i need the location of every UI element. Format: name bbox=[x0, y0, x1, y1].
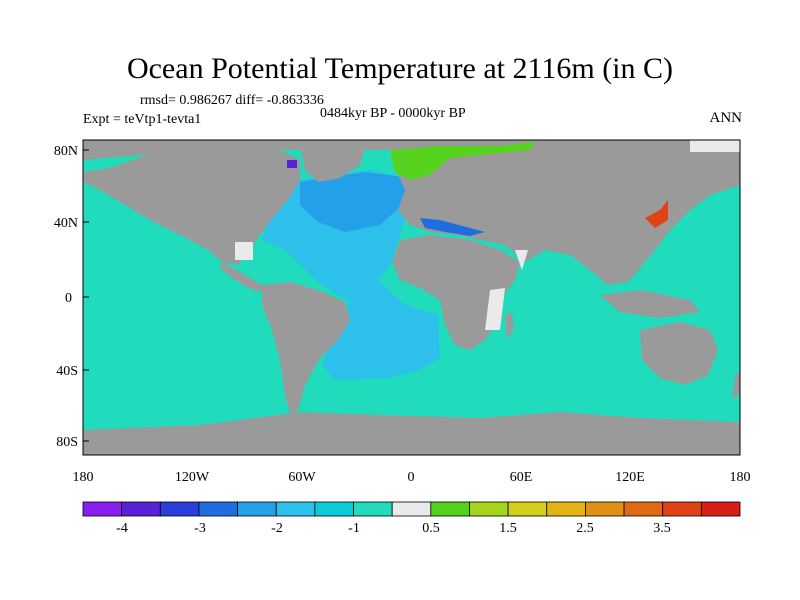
stats-text: rmsd= 0.986267 diff= -0.863336 bbox=[140, 93, 324, 108]
baffin-bay-cell bbox=[287, 160, 297, 168]
colorbar-swatch bbox=[391, 501, 432, 517]
period-text: 0484kyr BP - 0000kyr BP bbox=[320, 106, 466, 121]
land-south-america bbox=[262, 282, 350, 415]
colorbar bbox=[82, 501, 741, 517]
colorbar-swatch bbox=[469, 501, 509, 517]
colorbar-labels: -4 -3 -2 -1 0.5 1.5 2.5 3.5 bbox=[116, 521, 671, 536]
lat-label-80s: 80S bbox=[56, 435, 78, 450]
lon-label-120w: 120W bbox=[175, 470, 210, 485]
colorbar-label: 3.5 bbox=[653, 521, 671, 536]
land-australia bbox=[640, 322, 718, 385]
mediterranean bbox=[420, 218, 485, 236]
colorbar-swatch bbox=[237, 501, 277, 517]
lon-label-180e: 180 bbox=[730, 470, 751, 485]
land-maritime-asia bbox=[600, 290, 700, 318]
lon-label-120e: 120E bbox=[615, 470, 645, 485]
land-antarctica bbox=[83, 412, 740, 455]
colorbar-swatch bbox=[585, 501, 625, 517]
land-arctic bbox=[83, 140, 740, 160]
colorbar-swatch bbox=[623, 501, 664, 517]
lat-label-40n: 40N bbox=[54, 216, 78, 231]
colorbar-swatch bbox=[82, 501, 123, 517]
gulf-missing bbox=[235, 242, 253, 260]
season-label: ANN bbox=[709, 110, 743, 126]
land-central-america bbox=[220, 262, 262, 292]
colorbar-swatch bbox=[353, 501, 393, 517]
lat-label-40s: 40S bbox=[56, 364, 78, 379]
colorbar-swatch bbox=[314, 501, 354, 517]
arctic-ice bbox=[690, 140, 740, 152]
colorbar-swatch bbox=[159, 501, 200, 517]
latitude-axis: 80N 40N 0 40S 80S bbox=[54, 144, 89, 450]
land-madagascar bbox=[505, 312, 514, 338]
colorbar-swatch bbox=[121, 501, 161, 517]
land-greenland bbox=[300, 142, 365, 182]
colorbar-label: -1 bbox=[348, 521, 360, 536]
map-title: Ocean Potential Temperature at 2116m (in… bbox=[126, 52, 674, 85]
lon-label-0: 0 bbox=[408, 470, 415, 485]
experiment-label: Expt = teVtp1-tevta1 bbox=[83, 112, 202, 127]
lat-label-80n: 80N bbox=[54, 144, 78, 159]
lon-label-180w: 180 bbox=[73, 470, 94, 485]
colorbar-swatch bbox=[507, 501, 548, 517]
colorbar-label: 1.5 bbox=[499, 521, 517, 536]
colorbar-label: 2.5 bbox=[576, 521, 594, 536]
lon-label-60e: 60E bbox=[510, 470, 533, 485]
land-eurasia bbox=[395, 140, 740, 285]
arctic-warm-patch bbox=[390, 142, 535, 180]
colorbar-swatch bbox=[662, 501, 702, 517]
map-plot bbox=[83, 140, 740, 455]
land-north-america bbox=[83, 145, 300, 265]
colorbar-label: 0.5 bbox=[422, 521, 440, 536]
colorbar-label: -4 bbox=[116, 521, 128, 536]
land-new-zealand bbox=[732, 372, 740, 398]
north-atlantic bbox=[300, 172, 410, 232]
colorbar-swatch bbox=[546, 501, 586, 517]
lat-label-0: 0 bbox=[65, 291, 72, 306]
lon-label-60w: 60W bbox=[288, 470, 316, 485]
colorbar-label: -2 bbox=[271, 521, 283, 536]
japan-sea bbox=[645, 200, 668, 228]
colorbar-swatch bbox=[198, 501, 238, 517]
colorbar-swatch bbox=[430, 501, 470, 517]
colorbar-swatch bbox=[700, 501, 741, 517]
east-africa-missing bbox=[485, 288, 505, 330]
atlantic-ocean bbox=[262, 170, 440, 380]
colorbar-label: -3 bbox=[194, 521, 206, 536]
red-sea-missing bbox=[515, 250, 528, 270]
longitude-axis: 180 120W 60W 0 60E 120E 180 bbox=[73, 470, 751, 485]
colorbar-swatch bbox=[275, 501, 316, 517]
